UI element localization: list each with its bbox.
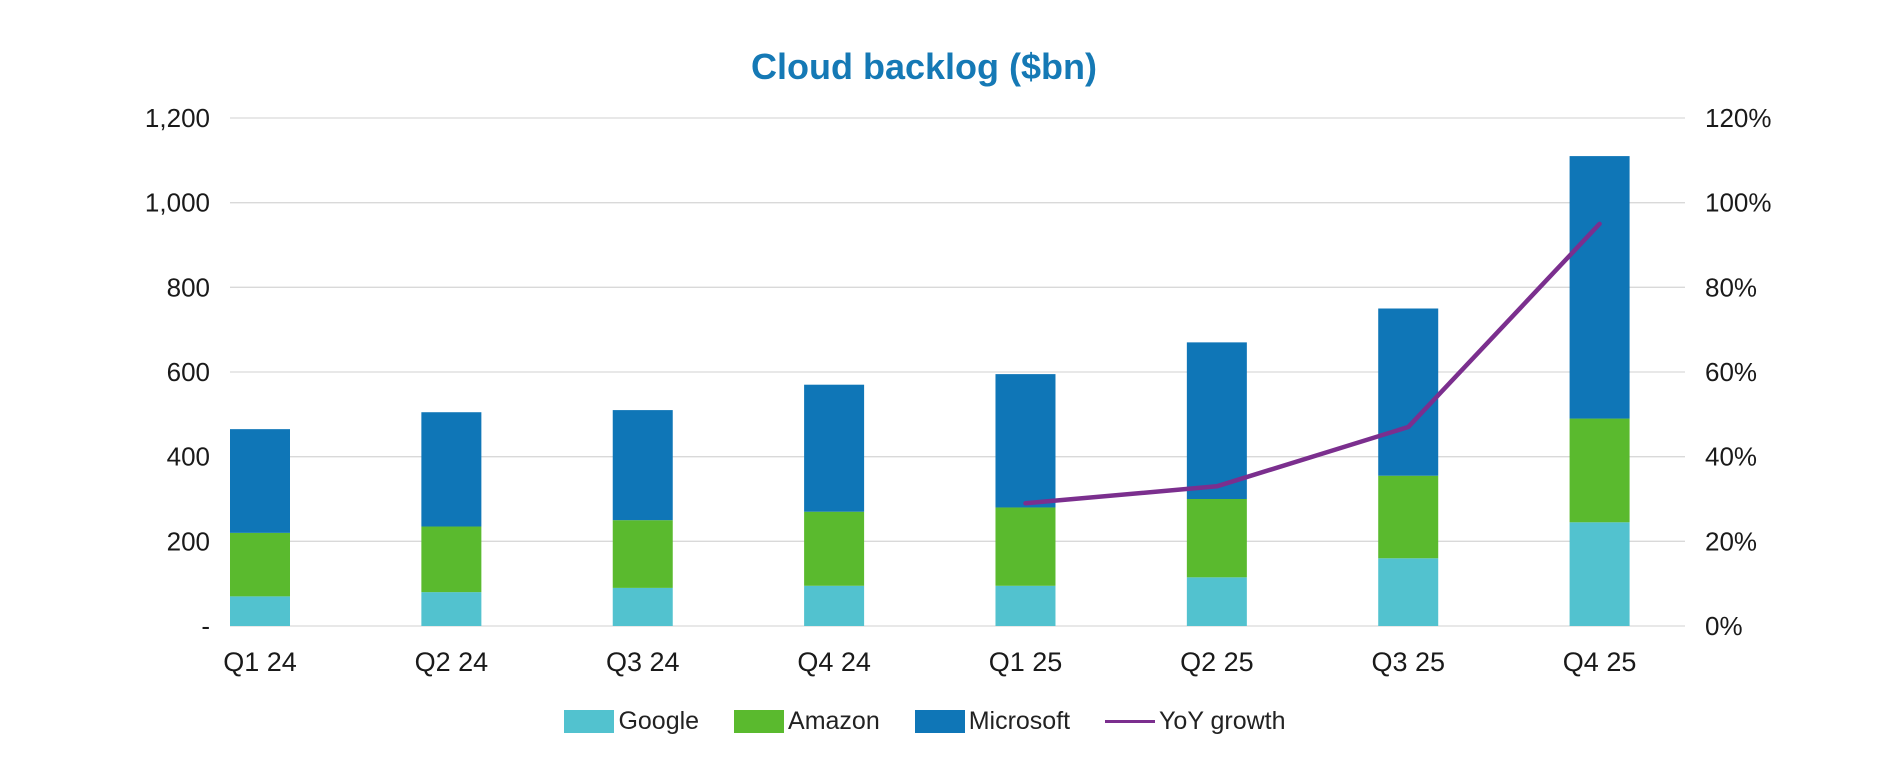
svg-text:Q4 25: Q4 25 [1563, 647, 1637, 677]
svg-text:100%: 100% [1705, 188, 1772, 218]
svg-text:60%: 60% [1705, 357, 1757, 387]
svg-text:1,000: 1,000 [145, 188, 210, 218]
svg-text:400: 400 [167, 442, 210, 472]
svg-text:Q3 25: Q3 25 [1371, 647, 1445, 677]
svg-text:800: 800 [167, 272, 210, 302]
svg-text:600: 600 [167, 357, 210, 387]
svg-text:Q1 25: Q1 25 [989, 647, 1063, 677]
svg-text:-: - [201, 611, 210, 641]
svg-text:120%: 120% [1705, 103, 1772, 133]
svg-text:1,200: 1,200 [145, 103, 210, 133]
svg-text:Q2 24: Q2 24 [415, 647, 489, 677]
svg-text:200: 200 [167, 526, 210, 556]
svg-text:Q3 24: Q3 24 [606, 647, 680, 677]
svg-text:20%: 20% [1705, 526, 1757, 556]
svg-text:0%: 0% [1705, 611, 1743, 641]
svg-text:Q2 25: Q2 25 [1180, 647, 1254, 677]
svg-text:80%: 80% [1705, 272, 1757, 302]
svg-text:40%: 40% [1705, 442, 1757, 472]
svg-text:Q4 24: Q4 24 [797, 647, 871, 677]
svg-text:Q1 24: Q1 24 [223, 647, 297, 677]
